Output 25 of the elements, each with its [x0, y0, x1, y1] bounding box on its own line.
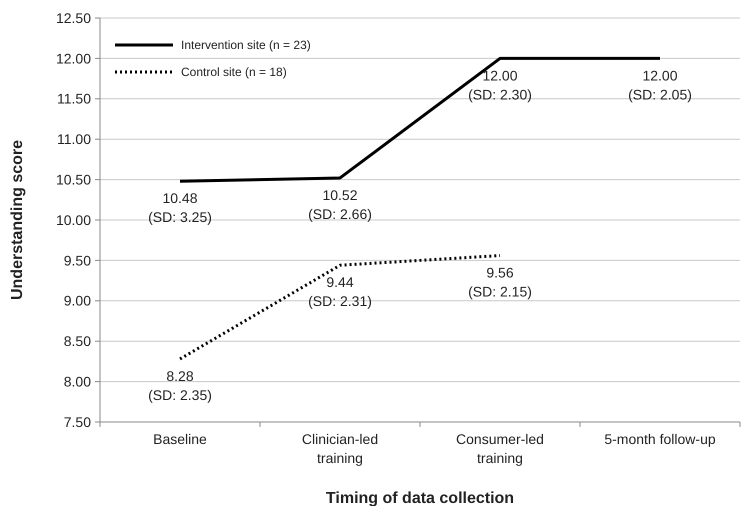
y-tick-label: 12.00: [56, 50, 92, 66]
y-tick-label: 11.00: [57, 131, 92, 148]
data-label: 12.00 (SD: 2.30): [468, 67, 532, 102]
x-tick-label: Consumer-led training: [456, 431, 544, 466]
data-label: 9.44 (SD: 2.31): [308, 274, 372, 310]
x-tick-label: Baseline: [153, 431, 208, 447]
y-tick-label: 8.00: [64, 374, 92, 390]
y-axis-title: Understanding score: [9, 140, 26, 300]
data-label: 8.28 (SD: 2.35): [148, 368, 212, 403]
data-label: 10.48 (SD: 3.25): [148, 190, 212, 226]
x-tick-label: Clinician-led training: [302, 431, 378, 466]
y-tick-label: 10.00: [56, 212, 92, 228]
y-tick-label: 11.50: [57, 90, 92, 107]
legend-label: Control site (n = 18): [181, 65, 287, 80]
legend-label: Intervention site (n = 23): [181, 38, 311, 52]
data-label: 12.00 (SD: 2.05): [628, 67, 692, 102]
data-label: 10.52 (SD: 2.66): [308, 186, 372, 222]
x-tick-label: 5-month follow-up: [604, 431, 716, 447]
y-tick-label: 9.50: [64, 252, 92, 268]
data-label: 9.56 (SD: 2.15): [468, 264, 532, 300]
y-tick-label: 10.50: [56, 172, 92, 188]
y-tick-label: 9.00: [64, 292, 92, 309]
y-tick-label: 7.50: [64, 414, 92, 430]
y-tick-label: 8.50: [64, 333, 92, 350]
y-tick-label: 12.50: [56, 10, 92, 26]
